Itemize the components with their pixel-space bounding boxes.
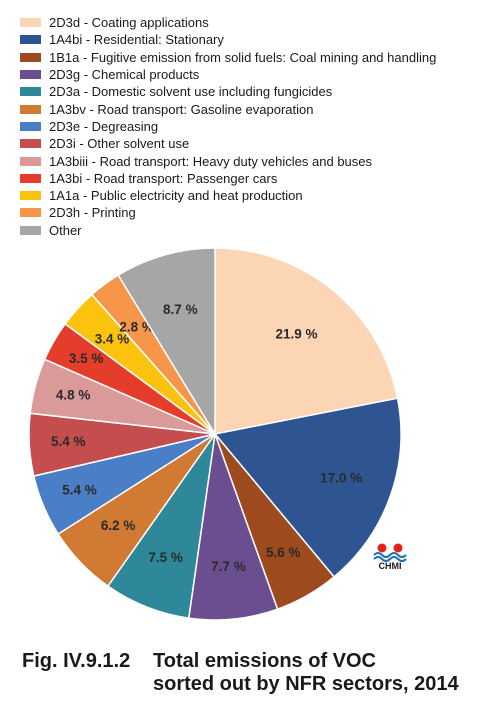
slice-value-label: 6.2 % — [101, 518, 136, 533]
chmi-logo: CHMI — [370, 542, 410, 576]
legend-label: 2D3d - Coating applications — [49, 15, 209, 31]
chmi-logo-text: CHMI — [378, 561, 402, 571]
legend-swatch — [20, 70, 41, 80]
legend-swatch — [20, 87, 41, 97]
pie-slice — [214, 247, 399, 435]
legend-label: 2D3h - Printing — [49, 205, 136, 221]
slice-value-label: 7.7 % — [211, 559, 246, 574]
legend-item: 2D3e - Degreasing — [20, 118, 436, 135]
legend-swatch — [20, 191, 41, 201]
legend-label: Other — [49, 222, 82, 238]
legend-swatch — [20, 35, 41, 45]
legend-swatch — [20, 225, 41, 235]
caption-line-2: sorted out by NFR sectors, 2014 — [153, 673, 459, 695]
legend-swatch — [20, 173, 41, 183]
legend-label: 1A4bi - Residential: Stationary — [49, 32, 224, 48]
caption-line-1: Total emissions of VOC — [153, 650, 376, 672]
legend-swatch — [20, 104, 41, 114]
slice-value-label: 2.8 % — [119, 319, 154, 334]
figure-number: Fig. IV.9.1.2 — [22, 650, 131, 672]
slice-value-label: 21.9 % — [276, 326, 318, 341]
pie-slice — [213, 397, 402, 578]
legend-swatch — [20, 156, 41, 166]
legend-item: Other — [20, 222, 436, 239]
legend-item: 1A3bv - Road transport: Gasoline evapora… — [20, 100, 436, 117]
legend-label: 1A3bv - Road transport: Gasoline evapora… — [49, 101, 314, 117]
slice-value-label: 5.4 % — [62, 482, 97, 497]
legend-item: 2D3i - Other solvent use — [20, 135, 436, 152]
legend-item: 1A3bi - Road transport: Passenger cars — [20, 170, 436, 187]
legend-label: 2D3a - Domestic solvent use including fu… — [49, 84, 333, 100]
legend-swatch — [20, 139, 41, 149]
pie-chart: 21.9 % 17.0 % 5.6 % 7.7 % 7.5 % 6.2 % 5.4 % 5.4… — [28, 247, 402, 621]
slice-value-label: 17.0 % — [320, 470, 362, 485]
legend-item: 2D3a - Domestic solvent use including fu… — [20, 83, 436, 100]
slice-value-label: 5.6 % — [266, 545, 301, 560]
slice-value-label: 7.5 % — [148, 550, 183, 565]
slice-value-label: 3.5 % — [69, 351, 104, 366]
legend-item: 2D3g - Chemical products — [20, 66, 436, 83]
legend-item: 1A3biii - Road transport: Heavy duty veh… — [20, 152, 436, 169]
legend-item: 1A4bi - Residential: Stationary — [20, 31, 436, 48]
legend-label: 1A1a - Public electricity and heat produ… — [49, 188, 303, 204]
legend-item: 1A1a - Public electricity and heat produ… — [20, 187, 436, 204]
legend-item: 2D3d - Coating applications — [20, 14, 436, 31]
legend-item: 1B1a - Fugitive emission from solid fuel… — [20, 49, 436, 66]
chart-legend: 2D3d - Coating applications 1A4bi - Resid… — [20, 14, 436, 239]
slice-value-label: 8.7 % — [163, 302, 198, 317]
figure-caption: Fig. IV.9.1.2 Total emissions of VOC sort… — [22, 650, 459, 696]
legend-label: 2D3e - Degreasing — [49, 118, 159, 134]
legend-swatch — [20, 121, 41, 131]
legend-swatch — [20, 18, 41, 28]
legend-swatch — [20, 52, 41, 62]
pie-slice — [117, 247, 216, 437]
legend-label: 1A3bi - Road transport: Passenger cars — [49, 170, 278, 186]
slice-value-label: 3.4 % — [95, 331, 130, 346]
slice-value-label: 4.8 % — [56, 387, 91, 402]
legend-label: 1B1a - Fugitive emission from solid fuel… — [49, 49, 437, 65]
slice-value-label: 5.4 % — [51, 434, 86, 449]
legend-item: 2D3h - Printing — [20, 204, 436, 221]
legend-label: 2D3g - Chemical products — [49, 67, 200, 83]
legend-label: 2D3i - Other solvent use — [49, 136, 190, 152]
legend-swatch — [20, 208, 41, 218]
legend-label: 1A3biii - Road transport: Heavy duty veh… — [49, 153, 373, 169]
chmi-logo-icon — [373, 543, 407, 562]
